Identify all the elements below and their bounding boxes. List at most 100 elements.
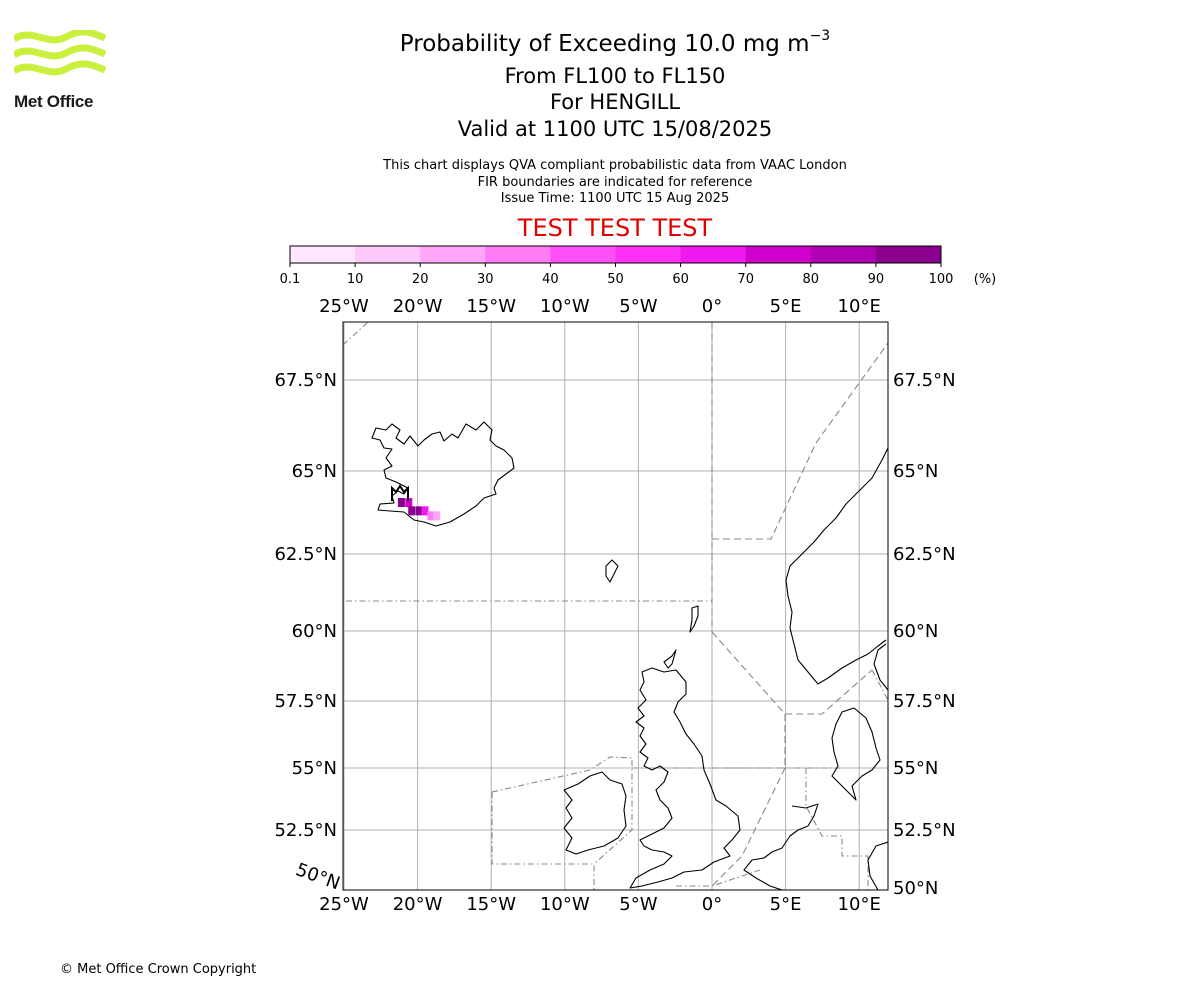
longitude-label-bottom: 25°W (319, 894, 369, 915)
latitude-label-right: 65°N (893, 461, 938, 482)
probability-cell (415, 506, 423, 516)
latitude-label-right: 57.5°N (893, 691, 956, 712)
longitude-labels-top: 25°W 20°W 15°W 10°W 5°W 0° 5°E 10°E (319, 296, 881, 317)
longitude-label-bottom: 20°W (393, 894, 443, 915)
latitude-label-left: 55°N (292, 758, 337, 779)
colorbar-segment (680, 246, 747, 263)
latitude-label-left: 67.5°N (274, 370, 337, 391)
issue-time: Issue Time: 1100 UTC 15 Aug 2025 (500, 191, 730, 206)
map-frame (342, 321, 889, 891)
coastlines (371, 421, 888, 890)
colorbar-segment (485, 246, 551, 263)
longitude-label-bottom: 5°E (770, 894, 802, 915)
longitude-label-bottom: 10°W (540, 894, 590, 915)
coastline-netherlands (867, 841, 888, 890)
chart-title: Probability of Exceeding 10.0 mg m−3 (0, 28, 1200, 57)
fir-boundary-corner (343, 322, 369, 346)
colorbar-segment (745, 246, 812, 263)
colorbar-segment (355, 246, 421, 263)
longitude-label-top: 15°W (466, 296, 516, 317)
colorbar-tick-label: 80 (803, 272, 820, 287)
latitude-labels-right: 67.5°N 65°N 62.5°N 60°N 57.5°N 55°N 52.5°N 50°N (893, 370, 956, 899)
colorbar-tick-label: 10 (347, 272, 364, 287)
fir-boundary-channel (676, 869, 761, 887)
colorbar-segment (550, 246, 616, 263)
coastline-faroe (605, 559, 619, 583)
chart-title-exponent: −3 (809, 28, 831, 44)
coastline-germany (743, 803, 819, 890)
longitude-label-bottom: 5°W (619, 894, 657, 915)
fir-boundary-ireland-west (491, 792, 595, 890)
latitude-label-right: 50°N (893, 878, 938, 899)
coastline-norway (785, 447, 888, 685)
valid-time: Valid at 1100 UTC 15/08/2025 (457, 117, 773, 141)
latitude-label-right: 67.5°N (893, 370, 956, 391)
fir-boundary-norway (712, 342, 888, 540)
longitude-label-top: 5°E (770, 296, 802, 317)
probability-cell (397, 498, 405, 508)
longitude-label-bottom: 10°E (838, 894, 881, 915)
probability-cell (421, 506, 429, 516)
latitude-label-right: 55°N (893, 758, 938, 779)
colorbar-tick-label: 100 (929, 272, 954, 287)
test-banner: TEST TEST TEST (517, 214, 713, 242)
coastline-iceland (371, 421, 515, 527)
longitude-label-top: 25°W (319, 296, 369, 317)
longitude-label-top: 20°W (393, 296, 443, 317)
probability-cell (427, 511, 435, 521)
coastline-ireland (563, 771, 627, 855)
longitude-label-top: 5°W (619, 296, 657, 317)
latitude-label-left: 57.5°N (274, 691, 337, 712)
colorbar-tick-label: 50 (607, 272, 624, 287)
chart-description: This chart displays QVA compliant probab… (383, 158, 847, 173)
longitude-label-top: 0° (702, 296, 722, 317)
colorbar-segment (615, 246, 682, 263)
colorbar-tick-label: 40 (542, 272, 559, 287)
colorbar-segment (420, 246, 486, 263)
probability-cell (408, 506, 416, 516)
met-office-logo: Met Office (12, 28, 108, 112)
colorbar-segment (875, 246, 942, 263)
colorbar-segment (290, 246, 356, 263)
coastline-sweden (873, 643, 888, 691)
volcano-location: For HENGILL (549, 90, 681, 114)
probability-cell (405, 498, 413, 508)
copyright-notice: © Met Office Crown Copyright (60, 962, 257, 977)
fir-boundary-uk-south (711, 767, 786, 887)
latitude-label-right: 60°N (893, 621, 938, 642)
latitude-label-right: 62.5°N (893, 544, 956, 565)
flight-level-range: From FL100 to FL150 (504, 64, 726, 88)
map-area (343, 322, 888, 890)
colorbar-segment (810, 246, 877, 263)
latitude-label-50n-rotated: 50°N (293, 859, 343, 894)
coastline-denmark (831, 707, 881, 801)
chart-title-text: Probability of Exceeding 10.0 mg m (399, 31, 810, 57)
volcano-marker-icon (391, 484, 409, 501)
colorbar-tick-label: 20 (412, 272, 429, 287)
longitude-label-bottom: 0° (702, 894, 722, 915)
latitude-label-left: 52.5°N (274, 820, 337, 841)
fir-boundary-ireland-north (491, 756, 633, 865)
fir-note: FIR boundaries are indicated for referen… (477, 175, 753, 190)
colorbar-tick-label: 90 (868, 272, 885, 287)
logo-wordmark: Met Office (14, 92, 94, 111)
fir-boundary-north-sea (711, 631, 873, 715)
coastline-shetland (689, 605, 699, 633)
colorbar-tick-label: 60 (672, 272, 689, 287)
fir-boundary-benelux (805, 768, 869, 890)
fir-boundary-germany (871, 669, 888, 701)
probability-field (397, 498, 441, 521)
latitude-label-right: 52.5°N (893, 820, 956, 841)
longitude-label-bottom: 15°W (466, 894, 516, 915)
probability-cell (433, 511, 441, 521)
latitude-labels-left: 67.5°N 65°N 62.5°N 60°N 57.5°N 55°N 52.5°N (274, 370, 337, 841)
longitude-labels-bottom: 25°W 20°W 15°W 10°W 5°W 0° 5°E 10°E (319, 894, 881, 915)
latitude-label-left: 60°N (292, 621, 337, 642)
latitude-label-left: 62.5°N (274, 544, 337, 565)
colorbar-unit: (%) (974, 272, 997, 287)
latitude-label-left: 65°N (292, 461, 337, 482)
colorbar: 0.1 10 20 30 40 50 60 70 80 90 100 (280, 245, 954, 287)
colorbar-tick-label: 0.1 (280, 272, 301, 287)
longitude-label-top: 10°E (838, 296, 881, 317)
